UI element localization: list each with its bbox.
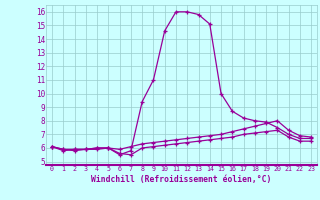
X-axis label: Windchill (Refroidissement éolien,°C): Windchill (Refroidissement éolien,°C) [92,175,272,184]
